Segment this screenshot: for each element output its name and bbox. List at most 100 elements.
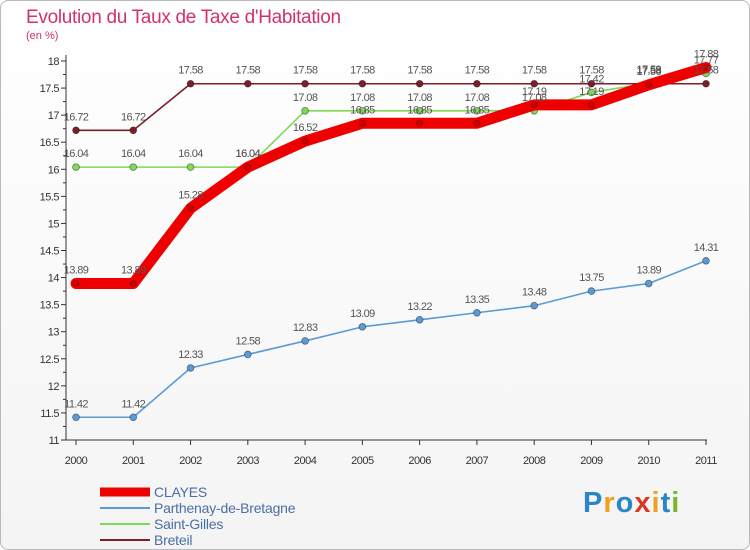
- y-tick-label: 15: [48, 218, 60, 230]
- x-tick-label: 2002: [179, 455, 202, 467]
- y-tick-label: 11.5: [40, 408, 59, 420]
- data-label-parthenay-de-bretagne: 13.48: [522, 287, 547, 299]
- data-point-parthenay-de-bretagne: [702, 256, 710, 265]
- data-point-clayes: [358, 119, 366, 127]
- data-label-parthenay-de-bretagne: 12.33: [178, 349, 203, 361]
- data-label-saint-gilles: 17.08: [465, 92, 490, 104]
- data-label-parthenay-de-bretagne: 13.09: [350, 308, 375, 320]
- y-tick-label: 17.5: [40, 83, 60, 95]
- series-lines: [70, 61, 712, 422]
- y-tick-label: 16.5: [40, 137, 60, 149]
- data-label-breteil: 16.72: [121, 111, 146, 123]
- data-label-saint-gilles: 16.04: [236, 148, 261, 160]
- x-tick-label: 2007: [466, 455, 489, 467]
- data-point-saint-gilles: [415, 107, 424, 115]
- data-point-saint-gilles: [301, 107, 309, 115]
- data-point-parthenay-de-bretagne: [415, 316, 424, 324]
- data-label-saint-gilles: 16.04: [178, 148, 203, 160]
- y-tick-label: 11: [49, 435, 60, 447]
- legend: CLAYES Parthenay-de-Bretagne Saint-Gille…: [100, 484, 296, 548]
- data-point-saint-gilles: [129, 163, 138, 171]
- data-point-breteil: [415, 79, 424, 88]
- x-tick-label: 2000: [65, 455, 88, 467]
- legend-swatch-breteil: [100, 539, 150, 541]
- chart-title: Evolution du Taux de Taxe d'Habitation: [26, 7, 341, 28]
- legend-label-saint-gilles: Saint-Gilles: [154, 516, 224, 532]
- data-label-parthenay-de-bretagne: 13.22: [407, 301, 432, 313]
- data-point-breteil: [530, 79, 538, 88]
- legend-item-clayes: CLAYES: [100, 484, 295, 500]
- legend-label-breteil: Breteil: [154, 532, 193, 548]
- data-point-parthenay-de-bretagne: [644, 279, 653, 288]
- y-tick-label: 14: [48, 273, 60, 285]
- logo-letter: i: [651, 487, 661, 519]
- legend-item-parthenay: Parthenay-de-Bretagne: [100, 500, 296, 516]
- legend-swatch-clayes: [100, 487, 150, 497]
- y-tick-label: 15.5: [40, 191, 60, 203]
- data-label-clayes: 16.52: [293, 122, 318, 134]
- data-point-saint-gilles: [473, 107, 481, 115]
- data-label-clayes: 17.19: [579, 86, 604, 98]
- data-point-clayes: [72, 280, 80, 287]
- data-label-clayes: 16.04: [236, 148, 261, 160]
- data-point-parthenay-de-bretagne: [587, 287, 596, 295]
- data-point-clayes: [129, 280, 137, 287]
- data-label-parthenay-de-bretagne: 13.89: [636, 265, 661, 277]
- legend-label-parthenay: Parthenay-de-Bretagne: [154, 500, 296, 516]
- chart-subtitle: (en %): [26, 30, 59, 42]
- data-label-breteil: 17.58: [350, 65, 375, 77]
- data-label-parthenay-de-bretagne: 12.58: [236, 335, 261, 347]
- data-label-saint-gilles: 17.08: [407, 92, 432, 104]
- legend-label-clayes: CLAYES: [154, 484, 208, 500]
- x-tick-label: 2003: [237, 455, 260, 467]
- data-label-saint-gilles: 17.77: [694, 54, 719, 66]
- y-tick-label: 13.5: [40, 300, 60, 312]
- logo-letter: P: [583, 487, 604, 519]
- data-label-breteil: 17.58: [636, 65, 661, 77]
- legend-item-breteil: Breteil: [100, 532, 295, 548]
- data-label-clayes: 13.89: [64, 265, 89, 277]
- x-tick-label: 2011: [695, 455, 717, 467]
- series-line-breteil: [75, 82, 707, 132]
- data-point-breteil: [473, 79, 481, 88]
- data-point-clayes: [244, 163, 252, 171]
- data-point-parthenay-de-bretagne: [301, 337, 309, 345]
- data-label-breteil: 17.58: [236, 65, 261, 77]
- data-label-breteil: 17.58: [522, 65, 547, 77]
- data-point-clayes: [702, 64, 710, 71]
- data-label-parthenay-de-bretagne: 14.31: [694, 242, 719, 254]
- data-labels: 16.72 16.72 17.58 17.58 17.58 17.58 17.58 17.58…: [64, 48, 720, 410]
- x-tick-label: 2010: [637, 455, 660, 467]
- data-label-breteil: 17.58: [178, 65, 203, 77]
- data-label-saint-gilles: 17.08: [522, 92, 547, 104]
- data-point-clayes: [187, 204, 194, 212]
- data-label-clayes: 15.28: [178, 189, 203, 201]
- data-label-clayes: 16.85: [465, 104, 490, 116]
- data-point-saint-gilles: [186, 163, 195, 171]
- data-label-breteil: 17.58: [407, 65, 432, 77]
- data-label-clayes: 17.88: [694, 48, 719, 60]
- x-tick-label: 2009: [580, 455, 603, 467]
- data-point-parthenay-de-bretagne: [244, 350, 252, 359]
- data-label-saint-gilles: 16.04: [121, 148, 146, 160]
- data-point-breteil: [702, 79, 710, 88]
- data-point-clayes: [530, 101, 538, 109]
- data-label-breteil: 17.58: [579, 65, 604, 77]
- data-point-breteil: [129, 126, 138, 135]
- y-tick-label: 18: [48, 56, 60, 68]
- data-point-parthenay-de-bretagne: [186, 364, 195, 372]
- data-point-parthenay-de-bretagne: [530, 301, 538, 310]
- data-point-saint-gilles: [358, 107, 367, 115]
- data-label-clayes: 17.19: [522, 86, 547, 98]
- data-point-clayes: [645, 81, 653, 89]
- data-point-saint-gilles: [587, 88, 596, 97]
- logo-letter: t: [660, 487, 672, 519]
- data-point-parthenay-de-bretagne: [358, 323, 367, 331]
- data-label-parthenay-de-bretagne: 13.75: [579, 272, 604, 284]
- logo-letter: i: [671, 487, 681, 519]
- logo-letter: o: [615, 487, 635, 519]
- axes: 11 11.5 12 12.5 13 13.5 14 14.5 15 15.5 16 16.5 17 17…: [40, 55, 718, 467]
- data-label-clayes: 16.85: [350, 104, 375, 116]
- y-tick-label: 12.5: [40, 354, 60, 366]
